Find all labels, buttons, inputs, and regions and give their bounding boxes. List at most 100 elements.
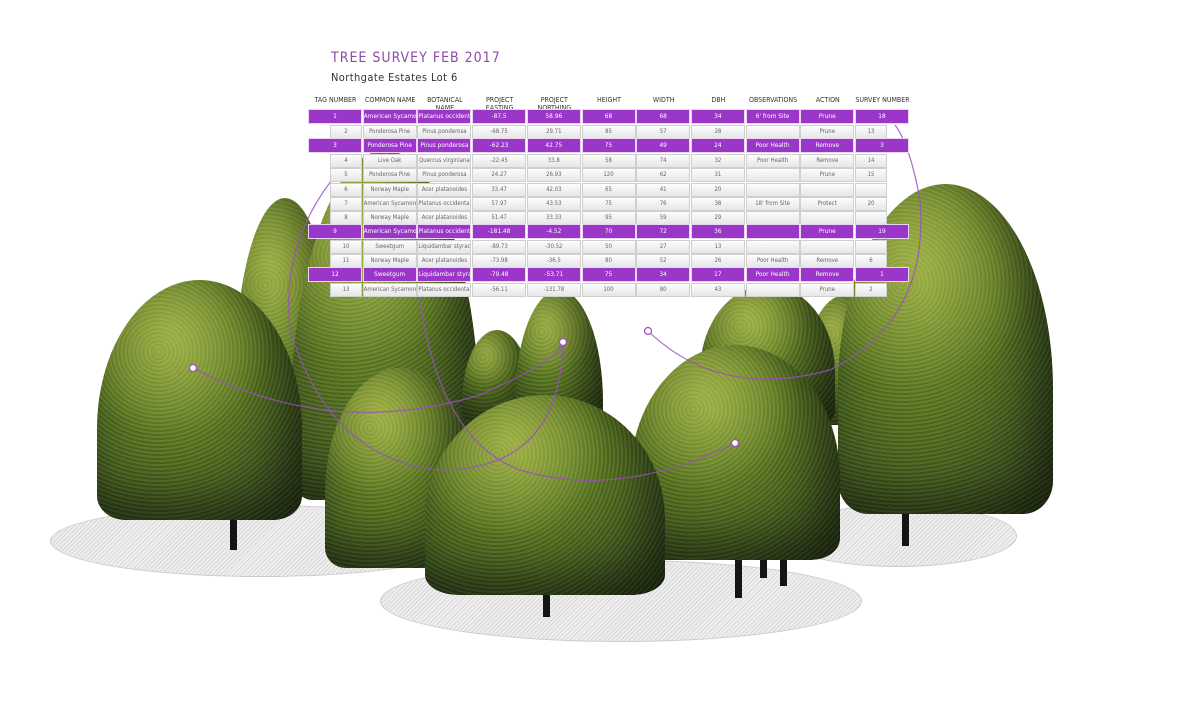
- table-cell: [855, 211, 887, 225]
- table-cell: 43: [690, 283, 745, 297]
- table-cell: Ponderosa Pine: [362, 125, 417, 139]
- tree-trunk: [735, 550, 742, 598]
- table-cell: Live Oak: [362, 154, 417, 168]
- column-header: BOTANICAL NAME: [427, 96, 463, 112]
- table-cell: 75: [581, 267, 636, 282]
- column-header: PROJECT NORTHING: [537, 96, 572, 112]
- callout-dot: [643, 326, 653, 336]
- table-cell: Remove: [800, 138, 855, 153]
- table-cell: 75: [581, 197, 636, 211]
- table-cell: 11: [330, 254, 362, 268]
- table-cell: [745, 125, 800, 139]
- table-cell: 42.03: [526, 183, 581, 197]
- table-cell: Poor Health: [745, 138, 800, 153]
- table-cell: 6' from Site: [745, 109, 800, 124]
- table-cell: Prune: [800, 283, 855, 297]
- table-cell: 85: [581, 125, 636, 139]
- table-cell: Remove: [800, 154, 855, 168]
- table-cell: Norway Maple: [362, 211, 417, 225]
- table-cell: Norway Maple: [362, 254, 417, 268]
- table-cell: Platanus occidentalis: [417, 109, 472, 124]
- column-header: DBH: [711, 96, 726, 104]
- table-cell: Prune: [800, 168, 855, 182]
- table-cell: 4: [330, 154, 362, 168]
- table-cell: Prune: [800, 224, 855, 239]
- table-cell: Acer platanoides: [417, 183, 472, 197]
- table-cell: 8: [330, 211, 362, 225]
- table-cell: Poor Health: [745, 154, 800, 168]
- table-cell: Norway Maple: [362, 183, 417, 197]
- table-cell: 12: [308, 267, 362, 282]
- table-cell: [800, 240, 855, 254]
- table-cell: 65: [581, 183, 636, 197]
- column-header: TAG NUMBER: [314, 96, 357, 104]
- table-cell: 59: [636, 211, 691, 225]
- table-cell: -87.5: [472, 109, 527, 124]
- table-cell: 14: [855, 154, 887, 168]
- table-cell: -73.98: [472, 254, 527, 268]
- table-cell: 1: [308, 109, 362, 124]
- table-cell: 36: [690, 224, 745, 239]
- table-cell: [745, 211, 800, 225]
- table-cell: 70: [581, 224, 636, 239]
- table-cell: -4.52: [526, 224, 581, 239]
- table-cell: 80: [581, 254, 636, 268]
- table-cell: Quercus virginiana: [417, 154, 472, 168]
- tree-trunk: [760, 550, 767, 578]
- column-header: HEIGHT: [596, 96, 622, 104]
- table-cell: 33.47: [472, 183, 527, 197]
- table-cell: Prune: [800, 125, 855, 139]
- table-cell: 18' from Site: [745, 197, 800, 211]
- table-cell: Pinus ponderosa: [417, 168, 472, 182]
- table-cell: 2: [330, 125, 362, 139]
- callout-arc: [287, 169, 564, 471]
- table-cell: 15: [855, 168, 887, 182]
- table-cell: 68: [581, 109, 636, 124]
- table-cell: 9: [308, 224, 362, 239]
- table-cell: 58.96: [526, 109, 581, 124]
- table-cell: 6: [330, 183, 362, 197]
- column-header: COMMON NAME: [365, 96, 416, 104]
- table-cell: Remove: [800, 267, 855, 282]
- table-cell: 57.97: [472, 197, 527, 211]
- column-header: OBSERVATIONS: [749, 96, 798, 104]
- tree-trunk: [230, 500, 237, 550]
- table-cell: 72: [636, 224, 691, 239]
- survey-subtitle: Northgate Estates Lot 6: [331, 71, 458, 84]
- table-cell: [745, 224, 800, 239]
- table-cell: Poor Health: [745, 267, 800, 282]
- survey-title: TREE SURVEY FEB 2017: [331, 50, 501, 66]
- table-cell: American Sycamore: [362, 197, 417, 211]
- table-cell: 2: [855, 283, 887, 297]
- table-cell: 5: [330, 168, 362, 182]
- table-cell: Acer platanoides: [417, 254, 472, 268]
- table-cell: 1: [855, 267, 909, 282]
- table-cell: -131.78: [526, 283, 581, 297]
- tree-trunk: [780, 550, 787, 586]
- table-cell: 33.8: [526, 154, 581, 168]
- table-cell: 51.47: [472, 211, 527, 225]
- table-cell: 7: [330, 197, 362, 211]
- table-cell: 26.93: [526, 168, 581, 182]
- table-cell: Poor Health: [745, 254, 800, 268]
- table-cell: Acer platanoides: [417, 211, 472, 225]
- table-cell: Liquidambar styraciflua: [417, 240, 472, 254]
- callout-arc: [192, 341, 564, 413]
- tree: [630, 345, 840, 560]
- table-cell: Liquidambar styraciflua: [417, 267, 472, 282]
- table-cell: 34: [690, 109, 745, 124]
- table-cell: 120: [581, 168, 636, 182]
- table-cell: 20: [855, 197, 887, 211]
- table-cell: Platanus occidentalis: [417, 224, 472, 239]
- table-cell: Platanus occidentalis: [417, 283, 472, 297]
- table-cell: 52: [636, 254, 691, 268]
- callout-dot: [558, 337, 568, 347]
- table-cell: Platanus occidentalis: [417, 197, 472, 211]
- table-cell: 10: [330, 240, 362, 254]
- table-cell: -68.75: [472, 125, 527, 139]
- table-cell: Prune: [800, 109, 855, 124]
- table-cell: 42.75: [526, 138, 581, 153]
- table-cell: Pinus ponderosa: [417, 138, 472, 153]
- table-cell: 28: [690, 125, 745, 139]
